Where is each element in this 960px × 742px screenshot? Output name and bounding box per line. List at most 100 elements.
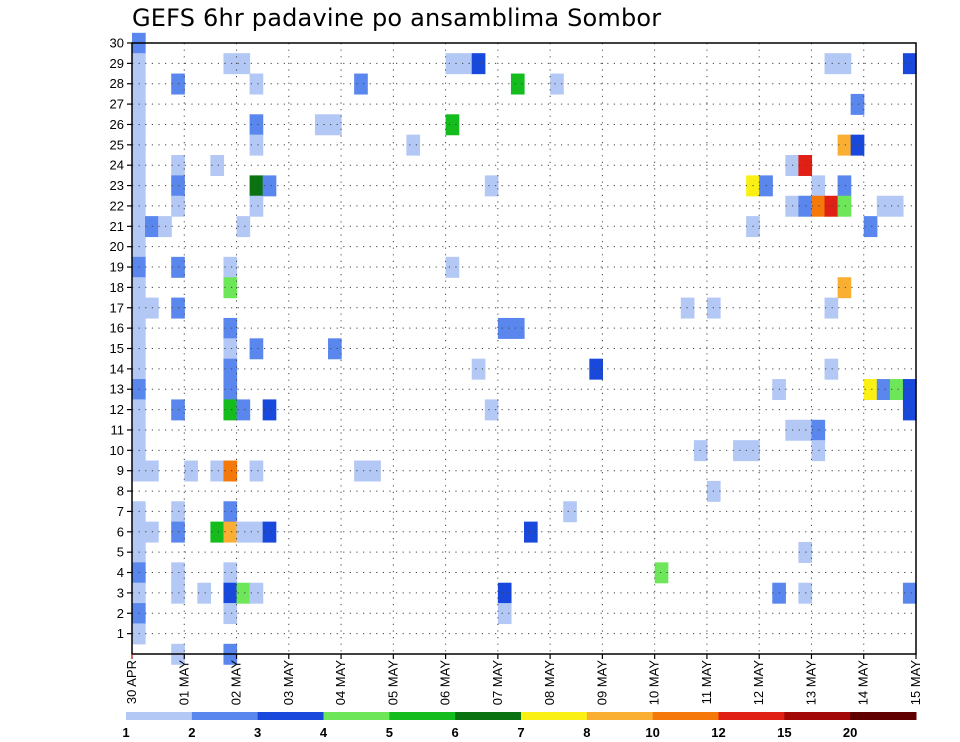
precip-cell	[524, 521, 538, 543]
precip-cell	[223, 460, 238, 482]
y-tick-label: 10	[110, 443, 124, 458]
precip-cell	[497, 582, 512, 604]
precip-cell	[811, 440, 826, 462]
legend-swatch	[191, 712, 259, 720]
legend-swatch	[784, 712, 851, 720]
legend-label: 10	[645, 725, 659, 740]
precip-cell	[445, 256, 460, 278]
precip-cell	[249, 134, 264, 156]
precip-cell	[510, 73, 525, 95]
precip-cell	[223, 53, 238, 75]
cells-layer	[132, 32, 917, 665]
precip-cell	[550, 73, 564, 95]
legend-swatch	[323, 712, 390, 720]
precip-cell	[262, 399, 277, 421]
precip-cell	[837, 195, 852, 217]
y-tick-label: 24	[110, 158, 124, 173]
precip-cell	[354, 460, 368, 482]
precip-cell	[249, 73, 264, 95]
precip-cell	[497, 603, 512, 625]
precip-cell	[863, 379, 878, 401]
precip-cell	[223, 501, 238, 523]
precip-cell	[223, 562, 238, 584]
precip-cell	[850, 93, 865, 115]
precip-cell	[824, 358, 839, 380]
precip-cell	[236, 53, 251, 75]
precip-cell	[902, 53, 917, 75]
precip-cell	[563, 501, 577, 523]
precip-cell	[236, 399, 251, 421]
precip-cell	[367, 460, 381, 482]
x-tick-label: 09 MAY	[594, 660, 609, 706]
precip-cell	[811, 195, 826, 217]
x-tick-label: 10 MAY	[647, 660, 662, 706]
y-tick-label: 26	[110, 117, 124, 132]
y-tick-label: 11	[111, 422, 125, 437]
precip-cell	[223, 358, 238, 380]
legend-label: 12	[711, 725, 725, 740]
y-tick-label: 22	[110, 198, 124, 213]
x-tick-label: 02 MAY	[229, 660, 244, 706]
x-tick-label: 14 MAY	[856, 660, 871, 706]
precip-cell	[445, 114, 460, 136]
grid-layer	[132, 42, 916, 654]
precip-cell	[210, 521, 225, 543]
precip-cell	[223, 379, 238, 401]
precip-cell	[876, 379, 891, 401]
y-tick-label: 16	[110, 321, 124, 336]
legend-label: 7	[517, 725, 524, 740]
precip-cell	[484, 399, 499, 421]
precip-cell	[171, 195, 185, 217]
legend-swatch	[521, 712, 588, 720]
precip-cell	[171, 256, 185, 278]
y-tick-label: 15	[110, 341, 124, 356]
y-axis: 1234567891011121314151617181920212223242…	[110, 36, 132, 641]
precip-cell	[314, 114, 329, 136]
legend-label: 8	[583, 725, 590, 740]
precip-cell	[249, 195, 264, 217]
precip-cell	[811, 419, 826, 441]
precip-cell	[171, 521, 185, 543]
precip-cell	[837, 53, 852, 75]
precip-cell	[589, 358, 603, 380]
precip-cell	[223, 277, 238, 299]
precip-cell	[680, 297, 695, 319]
precip-cell	[354, 73, 368, 95]
y-tick-label: 9	[117, 463, 124, 478]
precip-cell	[171, 501, 185, 523]
precip-cell	[249, 175, 264, 197]
y-tick-label: 17	[110, 300, 124, 315]
precip-cell	[824, 53, 839, 75]
precip-cell	[223, 521, 238, 543]
y-tick-label: 4	[117, 565, 124, 580]
precip-cell	[210, 460, 225, 482]
precip-cell	[902, 379, 917, 401]
precip-cell	[902, 582, 917, 604]
precip-cell	[249, 114, 264, 136]
y-tick-label: 12	[110, 402, 124, 417]
y-tick-label: 13	[110, 382, 124, 397]
y-tick-label: 18	[110, 280, 124, 295]
precip-cell	[850, 134, 865, 156]
y-tick-label: 29	[110, 56, 124, 71]
x-tick-label: 01 MAY	[176, 660, 191, 706]
precip-cell	[824, 195, 839, 217]
precip-cell	[184, 460, 198, 482]
x-tick-label: 13 MAY	[803, 660, 818, 706]
precip-cell	[171, 155, 185, 176]
y-tick-label: 14	[110, 361, 124, 376]
precip-cell	[223, 603, 238, 625]
precip-cell	[837, 175, 852, 197]
precip-cell	[328, 114, 342, 136]
precip-cell	[223, 317, 238, 339]
precip-cell	[236, 521, 251, 543]
precip-cell	[171, 399, 185, 421]
legend-swatch	[126, 712, 193, 720]
x-tick-label: 03 MAY	[281, 660, 296, 706]
x-tick-label: 08 MAY	[542, 660, 557, 706]
precip-cell	[210, 155, 225, 176]
precip-cell	[197, 582, 211, 604]
precip-cell	[249, 338, 264, 360]
precip-cell	[497, 317, 512, 339]
